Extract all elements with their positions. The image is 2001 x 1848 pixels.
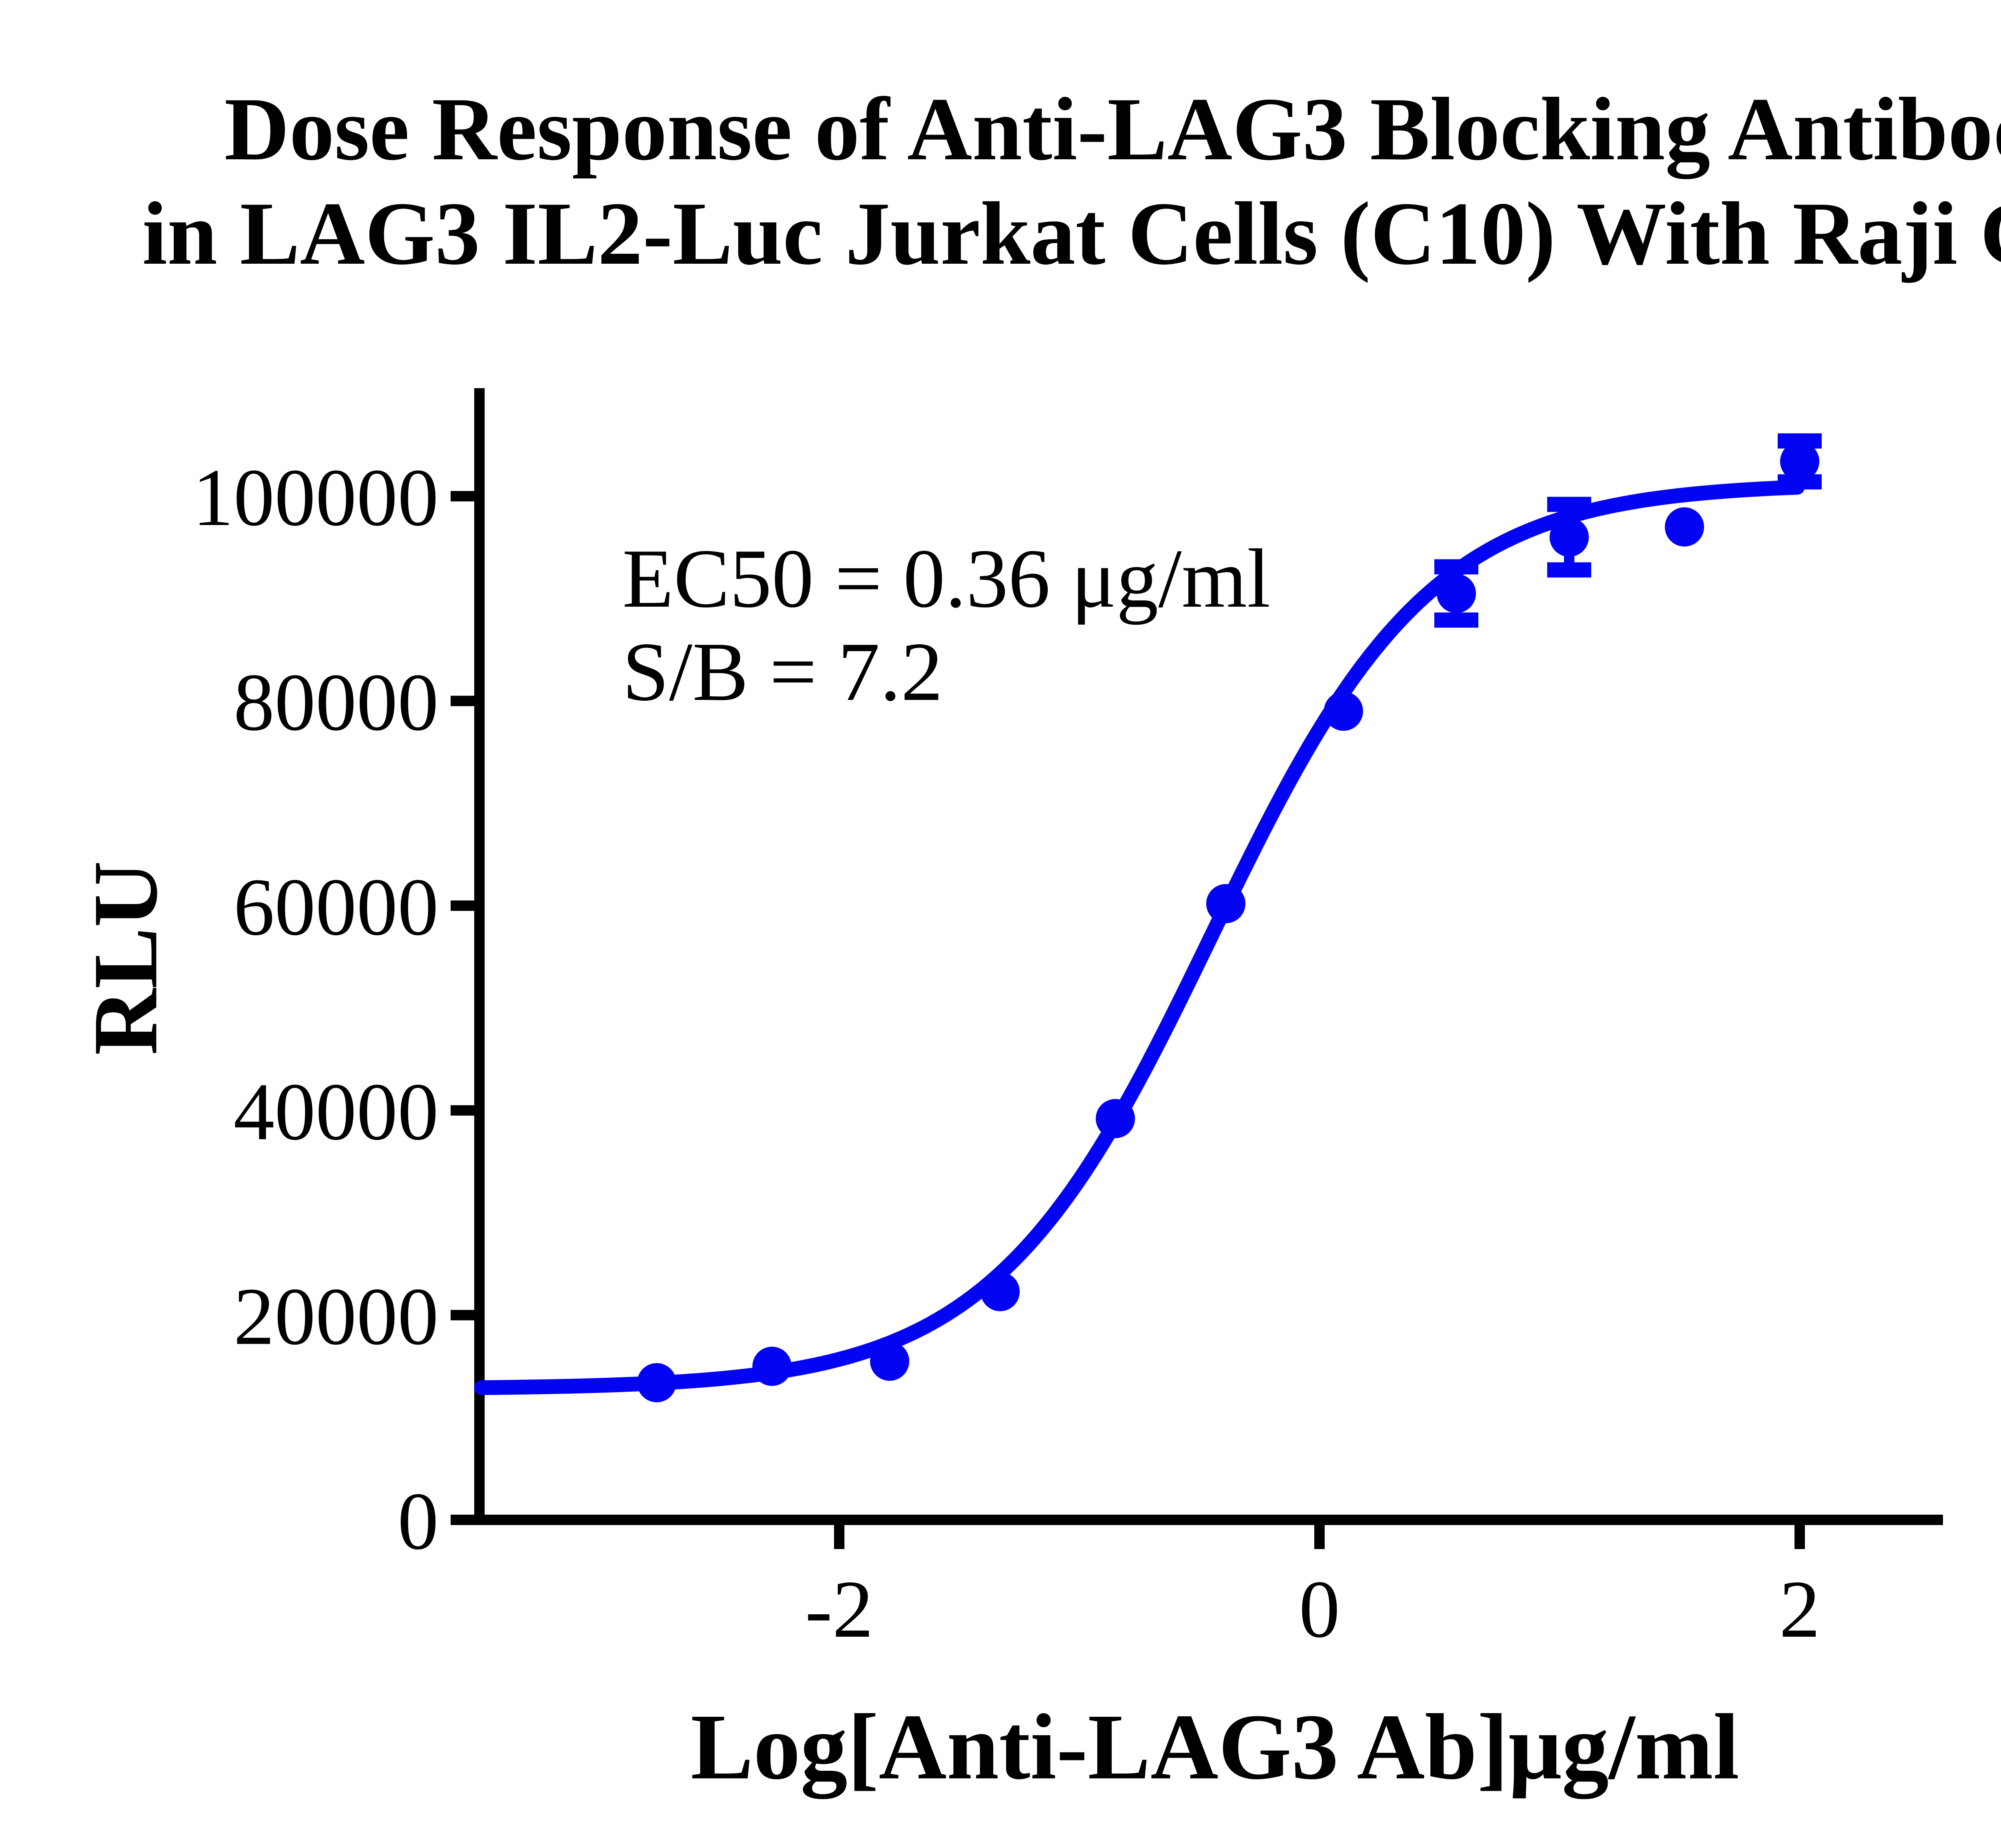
y-axis-tick (451, 1515, 475, 1525)
y-axis-tick (451, 900, 475, 911)
x-axis-line (475, 1515, 1943, 1525)
data-point (1665, 507, 1704, 547)
error-bar-cap-top (1547, 497, 1591, 512)
y-axis-tick-label: 0 (398, 1476, 439, 1567)
y-axis-tick (451, 1105, 475, 1116)
chart-title-line-1: Dose Response of Anti-LAG3 Blocking Anti… (224, 79, 2001, 179)
x-axis-tick (1314, 1525, 1325, 1549)
y-axis-tick-label: 60000 (234, 862, 439, 952)
x-axis-tick-label: -2 (805, 1564, 874, 1655)
data-point (1096, 1099, 1135, 1138)
x-axis-title: Log[Anti-LAG3 Ab]μg/ml (690, 1695, 1740, 1799)
data-point (752, 1347, 792, 1386)
signal-to-background-text: S/B = 7.2 (622, 625, 943, 719)
data-point (980, 1272, 1020, 1311)
chart-title: Dose Response of Anti-LAG3 Blocking Anti… (0, 77, 2001, 286)
x-axis-tick (834, 1525, 844, 1549)
data-point (870, 1341, 909, 1381)
data-point (637, 1363, 676, 1403)
fit-annotation: EC50 = 0.36 μg/ml S/B = 7.2 (622, 532, 1270, 719)
data-point (1780, 442, 1819, 481)
y-axis-line (474, 388, 485, 1525)
data-point (1437, 574, 1476, 613)
x-axis-tick-label: 2 (1779, 1564, 1821, 1655)
y-axis-tick-label: 40000 (234, 1066, 439, 1157)
error-bar-cap-bottom (1434, 612, 1478, 628)
y-axis-tick-label: 100000 (192, 452, 439, 543)
x-axis-tick (1794, 1525, 1805, 1549)
data-point (1324, 691, 1363, 731)
chart-title-line-2: in LAG3 IL2-Luc Jurkat Cells (C10) With … (142, 183, 2001, 283)
error-bar-cap-bottom (1547, 562, 1591, 578)
y-axis-tick (451, 696, 475, 706)
y-axis-tick-label: 80000 (234, 657, 439, 748)
data-point (1550, 517, 1589, 557)
data-point (1206, 884, 1245, 924)
y-axis-tick (451, 491, 475, 501)
x-axis-tick-label: 0 (1299, 1564, 1340, 1655)
y-axis-tick-label: 20000 (234, 1271, 439, 1362)
dose-response-fit-curve (474, 480, 1805, 1395)
error-bar-cap-top (1434, 559, 1478, 575)
ec50-value-text: EC50 = 0.36 μg/ml (622, 532, 1271, 625)
y-axis-tick (451, 1310, 475, 1321)
